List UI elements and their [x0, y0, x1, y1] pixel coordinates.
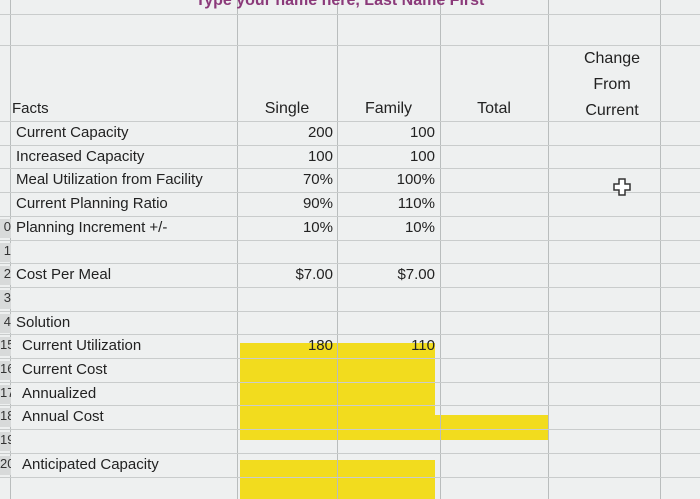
- cell-value: 100: [409, 147, 435, 165]
- row-line: [0, 358, 700, 359]
- cell-value: 180: [307, 337, 333, 355]
- row-number: 19: [0, 432, 11, 452]
- row-line: [0, 263, 700, 265]
- column-line: [548, 0, 549, 499]
- column-header: Family: [364, 100, 413, 117]
- row-line: [0, 310, 700, 312]
- cell-value: 200: [307, 124, 333, 141]
- column-line: [440, 0, 441, 499]
- row-line: [0, 405, 700, 407]
- row-line: [0, 476, 700, 478]
- row-label: Current Utilization: [22, 337, 142, 355]
- row-label: Meal Utilization from Facility: [16, 171, 203, 189]
- highlight: [435, 415, 548, 440]
- row-number: 15: [0, 337, 11, 357]
- cell-value: $7.00: [397, 266, 435, 284]
- row-line: [0, 429, 700, 431]
- cell-value: 10%: [404, 218, 435, 236]
- row-label: Annualized: [22, 384, 97, 402]
- row-line: [0, 121, 700, 122]
- cell-value: 100: [409, 124, 435, 141]
- cell-value: 70%: [302, 171, 333, 189]
- row-line: [0, 286, 700, 288]
- row-line: [0, 144, 700, 146]
- row-label: Current Capacity: [16, 124, 129, 141]
- row-line: [0, 334, 700, 336]
- row-number: 20: [0, 455, 11, 475]
- row-line: [0, 168, 700, 170]
- row-line: [0, 192, 700, 194]
- column-header: Total: [477, 100, 511, 117]
- column-line: [660, 0, 661, 499]
- header-line: From: [593, 76, 631, 93]
- cell-value: 10%: [302, 218, 333, 236]
- row-label: Cost Per Meal: [16, 266, 112, 284]
- row-number: 0: [0, 218, 11, 238]
- row-line: [0, 215, 700, 217]
- row-number: 3: [0, 289, 11, 309]
- cell-value: $7.00: [295, 266, 333, 284]
- row-number: 16: [0, 361, 11, 380]
- row-label: Planning Increment +/-: [16, 218, 168, 236]
- row-label: Current Planning Ratio: [16, 195, 168, 213]
- title: Type your name here, Last Name First: [195, 0, 485, 9]
- column-line: [337, 0, 338, 499]
- row-label: Increased Capacity: [16, 147, 145, 165]
- row-label: Anticipated Capacity: [22, 455, 159, 473]
- cell-value: 100: [307, 147, 333, 165]
- row-label: Solution: [16, 313, 71, 331]
- column-header: Single: [264, 100, 310, 117]
- cell-value: 90%: [302, 195, 333, 213]
- column-header: Change From Current: [548, 46, 676, 124]
- header-line: Current: [585, 102, 639, 119]
- cursor-icon: [613, 178, 631, 196]
- column-header: Facts: [12, 100, 49, 117]
- row-number: 17: [0, 384, 11, 404]
- row-line: [0, 381, 700, 383]
- cell-value: 110%: [397, 195, 435, 213]
- column-line: [237, 0, 238, 499]
- row-line: [0, 452, 700, 454]
- cell-value: 100%: [396, 171, 435, 189]
- row-label: Annual Cost: [22, 408, 104, 426]
- row-label: Current Cost: [22, 361, 108, 378]
- row-number: 1: [0, 242, 11, 262]
- row-number: 4: [0, 313, 11, 333]
- row-number: 18: [0, 408, 11, 428]
- row-line: [0, 45, 700, 46]
- row-number: 2: [0, 266, 11, 286]
- row-line: [0, 14, 700, 15]
- header-line: Change: [583, 50, 641, 67]
- row-line: [0, 239, 700, 241]
- cell-value: 110: [411, 337, 435, 355]
